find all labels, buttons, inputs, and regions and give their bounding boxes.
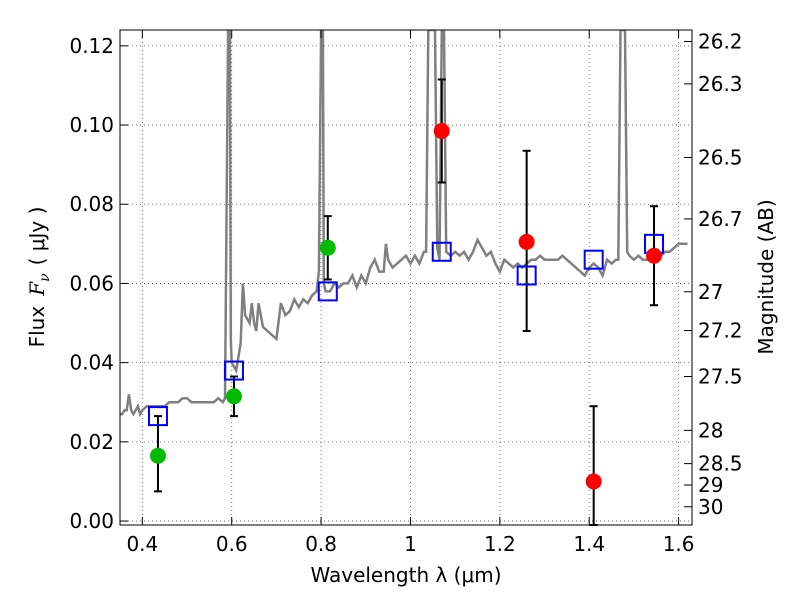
- grid: [120, 30, 692, 525]
- y-tick-label: 0.04: [69, 351, 114, 375]
- x-tick-label: 0.6: [216, 532, 248, 556]
- y-axis-title-word: Flux: [25, 306, 49, 348]
- model-square: [147, 406, 168, 427]
- model-square: [317, 281, 338, 302]
- y2-tick-label: 28: [698, 418, 723, 442]
- y-axis-title-subscript: ν: [37, 273, 53, 282]
- y2-tick-label: 27.5: [698, 365, 743, 389]
- y2-tick-label: 30: [698, 495, 723, 519]
- y-tick-label: 0.08: [69, 192, 114, 216]
- green-point: [149, 447, 166, 464]
- red-point: [585, 473, 602, 490]
- plot-background: [120, 30, 692, 525]
- y-tick-label: 0.06: [69, 271, 114, 295]
- y2-tick-label: 26.5: [698, 146, 743, 170]
- y-axis-title: Flux Fν ( μJy ): [25, 207, 53, 348]
- data-points: [149, 122, 663, 490]
- model-squares: [147, 233, 665, 427]
- y2-tick-label: 29: [698, 473, 723, 497]
- x-axis-title: Wavelength λ (μm): [310, 563, 501, 587]
- x-tick-label: 0.4: [126, 532, 158, 556]
- x-tick-label: 1.6: [663, 532, 695, 556]
- model-square: [583, 249, 604, 270]
- model-square: [516, 265, 537, 286]
- red-point: [518, 233, 535, 250]
- y-tick-label: 0.02: [69, 430, 114, 454]
- model-square: [431, 241, 452, 262]
- y-tick-label: 0.12: [69, 34, 114, 58]
- y2-tick-label: 26.2: [698, 29, 743, 53]
- y-axis-title-symbol: F: [25, 281, 49, 297]
- y-axis-title-unit: ( μJy ): [25, 207, 49, 266]
- x-tick-label: 1.2: [484, 532, 516, 556]
- y2-tick-label: 27: [698, 280, 723, 304]
- y2-tick-label: 27.2: [698, 319, 743, 343]
- spectrum-line: [120, 30, 688, 418]
- y-tick-label: 0.00: [69, 509, 114, 533]
- plot-frame: [119, 29, 693, 526]
- y2-tick-label: 26.3: [698, 72, 743, 96]
- y2-tick-label: 26.7: [698, 207, 743, 231]
- model-square: [223, 360, 244, 381]
- red-point: [646, 247, 663, 264]
- red-point: [433, 122, 450, 139]
- ticks: 0.4 0.6 0.8 1 1.2 1.4 1.6 0.00 0.02 0.04 0.06 0.08 0…: [69, 29, 742, 556]
- green-point: [225, 388, 242, 405]
- y2-tick-label: 28.5: [698, 452, 743, 476]
- x-tick-label: 0.8: [305, 532, 337, 556]
- x-tick-label: 1.4: [573, 532, 605, 556]
- plot-area: [120, 30, 688, 418]
- x-tick-label: 1: [404, 532, 417, 556]
- green-point: [319, 239, 336, 256]
- y2-axis-title: Magnitude (AB): [754, 199, 778, 354]
- y-tick-label: 0.10: [69, 113, 114, 137]
